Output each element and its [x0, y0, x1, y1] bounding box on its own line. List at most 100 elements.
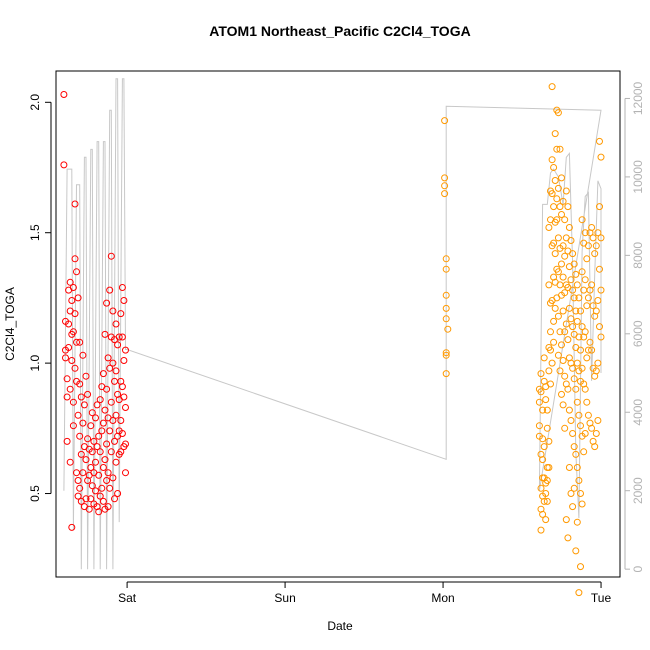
- data-point: [548, 359, 556, 367]
- data-point: [543, 424, 551, 432]
- data-point: [570, 375, 578, 383]
- data-point: [564, 336, 572, 344]
- data-point: [117, 448, 125, 456]
- data-point: [575, 589, 583, 597]
- x-tick-label: Sat: [118, 591, 137, 605]
- data-point: [99, 464, 107, 471]
- data-point: [556, 367, 564, 375]
- data-point: [66, 458, 74, 466]
- data-point: [592, 430, 600, 437]
- data-point: [76, 380, 84, 388]
- data-point: [442, 315, 450, 323]
- data-point: [550, 164, 558, 171]
- data-point: [76, 484, 84, 492]
- data-point: [575, 477, 583, 484]
- data-point: [539, 510, 547, 518]
- data-point: [547, 346, 554, 354]
- data-point: [103, 440, 111, 448]
- data-point: [596, 265, 603, 273]
- data-point: [575, 294, 583, 302]
- data-point: [551, 304, 559, 312]
- data-point: [581, 430, 589, 437]
- data-point: [537, 388, 545, 396]
- data-point: [63, 375, 71, 383]
- data-point: [564, 203, 572, 211]
- data-point: [118, 333, 126, 341]
- data-point: [545, 367, 553, 375]
- data-point: [596, 203, 603, 211]
- data-point: [68, 523, 76, 531]
- data-point: [82, 372, 90, 380]
- data-point: [569, 503, 577, 511]
- data-point: [592, 367, 600, 375]
- y-tick-label-right: 2000: [631, 477, 645, 504]
- data-point: [111, 495, 118, 503]
- data-point: [441, 174, 449, 182]
- x-tick-label: Mon: [431, 591, 454, 605]
- data-point: [442, 351, 450, 359]
- y-axis-label: C2Cl4_TOGA: [3, 287, 17, 361]
- data-point: [559, 242, 567, 250]
- data-point: [584, 294, 592, 302]
- y-tick-label-right: 6000: [631, 320, 645, 347]
- data-point: [573, 317, 581, 325]
- data-point: [554, 312, 562, 320]
- data-point: [570, 484, 578, 492]
- data-point: [106, 286, 114, 294]
- data-point: [575, 333, 583, 341]
- data-point: [567, 417, 575, 424]
- data-point: [95, 471, 103, 479]
- data-point: [594, 359, 602, 367]
- data-point: [577, 563, 584, 571]
- data-point: [562, 187, 570, 195]
- data-point: [80, 401, 88, 409]
- data-point: [99, 497, 107, 505]
- data-point: [73, 268, 80, 276]
- data-point: [106, 484, 114, 492]
- x-tick-label: Tue: [591, 591, 612, 605]
- data-point: [596, 137, 603, 145]
- data-point: [556, 328, 564, 336]
- data-point: [578, 323, 586, 331]
- data-point: [573, 359, 581, 367]
- data-point: [103, 299, 111, 307]
- data-point: [589, 302, 597, 310]
- data-point: [120, 393, 128, 401]
- data-point: [99, 419, 107, 427]
- data-point: [565, 224, 573, 231]
- data-point: [90, 437, 98, 445]
- data-point: [60, 161, 68, 169]
- data-point: [106, 364, 114, 372]
- data-point: [62, 354, 69, 362]
- data-point: [580, 448, 588, 456]
- data-point: [588, 346, 596, 354]
- data-point: [96, 396, 104, 404]
- data-point: [540, 443, 548, 451]
- data-point: [550, 239, 558, 247]
- data-point: [101, 456, 109, 464]
- data-point: [558, 341, 565, 349]
- data-point: [573, 398, 581, 406]
- y-tick-label-left: 2.0: [28, 94, 42, 111]
- data-point: [68, 357, 76, 364]
- data-point: [540, 497, 548, 505]
- y-tick-label-right: 4000: [631, 399, 645, 426]
- data-point: [551, 250, 559, 258]
- data-point: [92, 458, 99, 466]
- data-point: [553, 195, 561, 203]
- data-point: [570, 260, 578, 268]
- data-point: [87, 422, 95, 430]
- data-point: [554, 109, 562, 117]
- data-point: [561, 424, 569, 432]
- data-point: [106, 427, 114, 435]
- data-point: [558, 390, 565, 398]
- data-point: [84, 435, 92, 443]
- data-point: [581, 229, 589, 237]
- data-point: [583, 354, 591, 362]
- y-tick-label-left: 0.5: [28, 485, 42, 502]
- data-point: [572, 450, 580, 458]
- data-point: [537, 526, 545, 534]
- data-point: [109, 417, 117, 424]
- data-point: [88, 448, 96, 456]
- data-point: [559, 357, 567, 364]
